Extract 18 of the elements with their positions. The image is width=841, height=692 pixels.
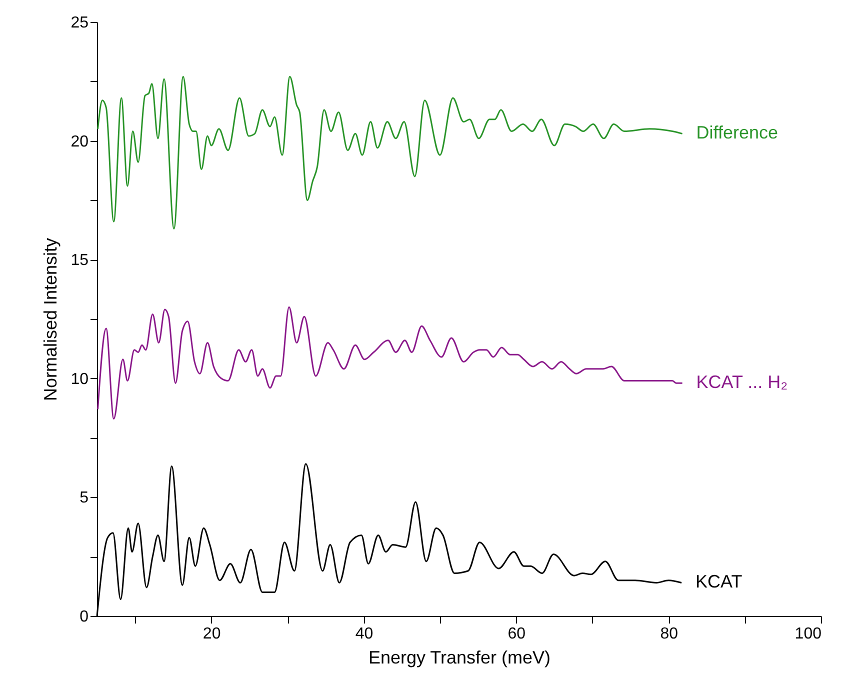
x-tick-label: 60	[508, 626, 526, 642]
y-tick-label: 15	[70, 252, 89, 270]
x-tick-label: 40	[355, 626, 374, 642]
x-tick-label: 80	[660, 626, 678, 642]
x-tick-label: 100	[794, 626, 822, 642]
series-label: Difference	[696, 122, 778, 143]
y-tick-label: 5	[80, 490, 89, 507]
series-label: KCAT ... H₂	[696, 372, 788, 392]
y-tick-label: 0	[80, 608, 89, 626]
y-tick-label: 25	[70, 14, 89, 32]
series-label: KCAT	[696, 572, 742, 592]
y-tick-label: 10	[70, 370, 89, 388]
y-tick-label: 20	[70, 133, 89, 150]
line-series	[97, 76, 684, 230]
y-axis-title: Normalised Intensity	[40, 238, 61, 402]
line-series	[97, 306, 684, 420]
x-tick-label: 20	[202, 626, 221, 642]
x-axis-title: Energy Transfer (meV)	[368, 648, 551, 668]
